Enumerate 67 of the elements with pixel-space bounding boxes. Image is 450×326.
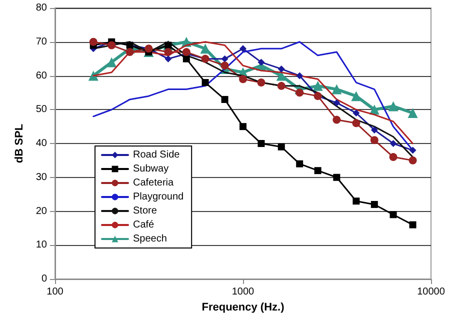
- x-tick-label: 10000: [417, 286, 446, 298]
- point: [409, 221, 416, 228]
- point: [200, 44, 210, 54]
- point: [408, 108, 418, 118]
- legend-label: Store: [133, 206, 158, 216]
- point: [312, 80, 323, 91]
- point: [164, 55, 172, 62]
- x-tick-label: 1000: [232, 286, 255, 298]
- legend-label: Café: [133, 220, 155, 230]
- point: [126, 48, 134, 56]
- point: [370, 136, 378, 144]
- point: [352, 198, 360, 205]
- point: [88, 70, 98, 81]
- x-tick-label: 100: [46, 286, 64, 298]
- point: [221, 55, 228, 62]
- y-tick-label: 70: [36, 36, 48, 48]
- point: [370, 200, 378, 208]
- point: [390, 140, 397, 147]
- point: [221, 96, 228, 103]
- point: [240, 45, 246, 52]
- y-tick-label: 10: [36, 240, 48, 251]
- point: [202, 79, 209, 86]
- point: [296, 72, 304, 80]
- point: [108, 41, 116, 50]
- point: [296, 160, 304, 168]
- point: [333, 99, 340, 106]
- y-tick-label: 20: [36, 206, 48, 217]
- point: [220, 62, 229, 70]
- point: [333, 174, 340, 181]
- point: [239, 75, 247, 84]
- legend-label: Playground: [133, 192, 184, 202]
- point: [352, 110, 360, 117]
- point: [257, 78, 266, 87]
- y-tick-label: 40: [36, 138, 48, 149]
- point: [370, 126, 378, 134]
- legend-label: Speech: [133, 234, 167, 244]
- point: [182, 55, 190, 62]
- point: [314, 167, 322, 174]
- y-tick-label: 60: [36, 70, 48, 82]
- legend-label: Cafeteria: [133, 178, 174, 188]
- point: [277, 82, 286, 90]
- point: [278, 65, 285, 72]
- legend-label: Road Side: [133, 150, 180, 160]
- point: [89, 38, 98, 46]
- point: [389, 153, 398, 162]
- point: [278, 143, 285, 150]
- point: [106, 57, 117, 68]
- point: [258, 140, 265, 147]
- point: [240, 123, 246, 130]
- point: [352, 119, 360, 128]
- point: [388, 101, 398, 112]
- point: [408, 156, 417, 164]
- y-tick-label: 80: [36, 2, 48, 14]
- y-tick-label: 30: [36, 172, 48, 183]
- point: [164, 48, 172, 56]
- point: [258, 58, 265, 66]
- x-axis-title: Frequency (Hz.): [202, 301, 285, 314]
- y-axis-title: dB SPL: [13, 124, 26, 164]
- point: [332, 116, 341, 124]
- point: [296, 88, 304, 97]
- point: [351, 91, 362, 102]
- point: [390, 211, 397, 218]
- y-tick-label: 0: [41, 274, 48, 284]
- point: [409, 146, 416, 154]
- y-tick-label: 50: [36, 104, 48, 116]
- legend-label: Subway: [133, 164, 169, 174]
- point: [332, 84, 342, 94]
